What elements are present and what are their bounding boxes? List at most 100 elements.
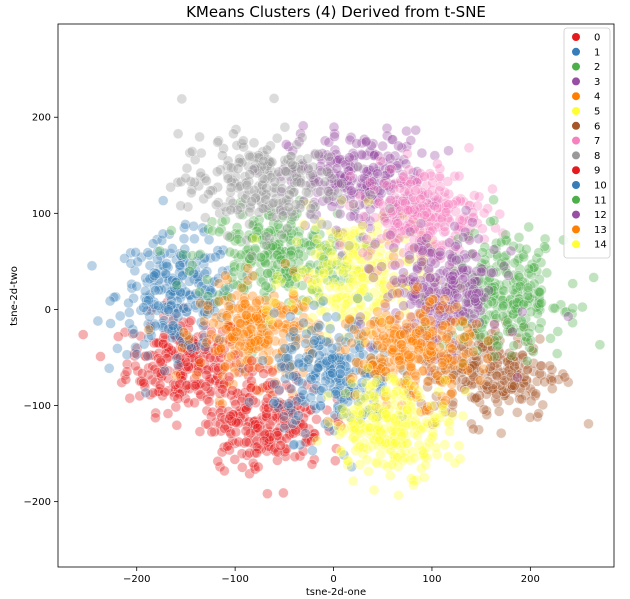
scatter-point xyxy=(240,425,252,437)
scatter-point xyxy=(193,358,205,369)
scatter-point xyxy=(291,236,303,248)
scatter-point xyxy=(194,131,205,143)
scatter-point xyxy=(388,373,400,385)
scatter-point xyxy=(284,311,296,322)
scatter-point xyxy=(351,138,362,149)
scatter-point xyxy=(343,240,355,251)
scatter-point xyxy=(443,237,455,248)
scatter-point xyxy=(478,404,490,415)
legend-marker xyxy=(572,225,580,234)
scatter-point xyxy=(347,198,359,210)
scatter-point xyxy=(352,293,363,304)
scatter-point xyxy=(467,346,479,358)
scatter-point xyxy=(124,307,135,318)
scatter-point xyxy=(230,417,242,428)
scatter-point xyxy=(375,449,386,460)
scatter-point xyxy=(428,411,440,423)
x-axis-ticks: −200 −100 0 100 200 xyxy=(123,567,540,585)
scatter-point xyxy=(228,128,239,139)
scatter-point xyxy=(486,267,497,279)
scatter-point xyxy=(279,343,291,354)
scatter-point xyxy=(285,249,296,261)
scatter-point xyxy=(212,166,223,177)
scatter-point xyxy=(520,243,532,255)
scatter-point xyxy=(393,140,404,152)
scatter-point xyxy=(239,298,251,310)
scatter-point xyxy=(166,225,177,236)
scatter-point xyxy=(329,302,341,314)
scatter-point xyxy=(241,179,253,191)
scatter-point xyxy=(176,342,188,354)
scatter-point xyxy=(169,379,181,391)
scatter-point xyxy=(357,247,369,259)
scatter-point xyxy=(401,318,412,330)
scatter-point xyxy=(369,212,381,223)
scatter-point xyxy=(210,251,221,263)
scatter-point xyxy=(442,451,454,463)
scatter-point xyxy=(217,150,228,161)
scatter-point xyxy=(366,190,378,201)
scatter-point xyxy=(330,311,342,323)
legend-entry-label: 2 xyxy=(594,62,600,73)
legend-entry-label: 14 xyxy=(594,240,607,251)
x-axis-label: tsne-2d-one xyxy=(306,587,366,598)
scatter-point xyxy=(161,260,173,272)
scatter-point xyxy=(172,393,184,404)
scatter-point xyxy=(354,459,366,470)
scatter-point xyxy=(402,395,413,407)
scatter-point xyxy=(323,186,334,197)
scatter-point xyxy=(205,285,216,296)
scatter-point xyxy=(377,342,388,354)
scatter-point xyxy=(460,386,472,397)
scatter-point xyxy=(258,368,270,379)
scatter-point xyxy=(241,309,252,321)
scatter-point xyxy=(251,447,262,459)
scatter-point xyxy=(389,259,401,271)
scatter-point xyxy=(394,310,405,321)
legend-entry-label: 9 xyxy=(594,166,600,177)
scatter-point xyxy=(148,270,160,282)
scatter-point xyxy=(551,348,563,359)
scatter-point xyxy=(301,328,312,340)
scatter-point xyxy=(469,293,481,304)
scatter-point xyxy=(439,439,451,450)
scatter-point xyxy=(131,348,143,360)
scatter-point xyxy=(374,196,385,208)
scatter-point xyxy=(161,258,172,269)
scatter-point xyxy=(451,301,463,313)
scatter-point xyxy=(425,256,437,268)
scatter-point xyxy=(104,295,116,307)
scatter-point xyxy=(533,323,545,334)
scatter-point xyxy=(147,387,159,399)
scatter-point xyxy=(299,220,311,231)
scatter-point xyxy=(176,93,188,105)
scatter-point xyxy=(312,322,324,333)
legend-entry-label: 11 xyxy=(594,195,607,206)
scatter-point xyxy=(342,455,354,467)
scatter-point xyxy=(378,330,389,342)
scatter-point xyxy=(328,121,340,133)
scatter-point xyxy=(356,137,368,149)
scatter-point xyxy=(370,413,381,425)
scatter-point xyxy=(233,228,245,240)
scatter-point xyxy=(344,134,356,146)
scatter-point xyxy=(155,356,166,368)
legend-marker xyxy=(572,166,580,175)
scatter-point xyxy=(163,341,174,353)
scatter-point xyxy=(386,459,398,470)
scatter-point xyxy=(471,392,483,404)
scatter-point xyxy=(194,426,206,437)
scatter-point xyxy=(429,200,440,212)
scatter-point xyxy=(193,366,204,378)
scatter-point xyxy=(408,242,420,254)
scatter-point xyxy=(489,319,500,330)
scatter-point xyxy=(232,233,244,245)
scatter-point xyxy=(260,280,271,292)
scatter-point xyxy=(222,173,234,184)
scatter-point xyxy=(229,349,241,361)
scatter-point xyxy=(178,327,190,338)
scatter-point xyxy=(381,180,393,191)
scatter-point xyxy=(533,247,545,258)
scatter-point xyxy=(262,268,273,279)
